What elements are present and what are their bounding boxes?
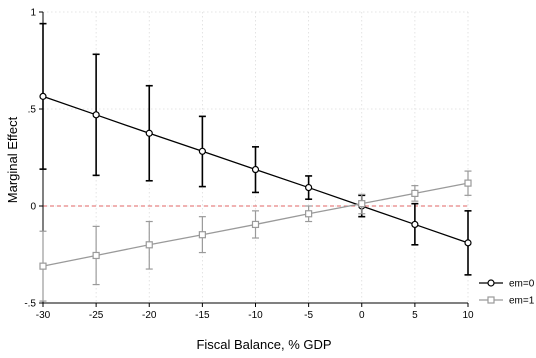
- data-point: [358, 200, 366, 208]
- y-tick-label: -.5: [24, 299, 36, 310]
- data-point: [198, 231, 206, 239]
- data-point: [145, 129, 153, 137]
- data-point: [251, 220, 260, 229]
- x-tick-label: 0: [359, 310, 365, 321]
- data-point: [145, 241, 153, 249]
- data-point: [305, 183, 313, 192]
- data-point: [92, 111, 100, 119]
- y-tick-label: 0: [30, 202, 36, 213]
- x-tick-label: 5: [412, 310, 418, 321]
- x-tick-label: -15: [195, 310, 210, 321]
- y-tick-label: 1: [30, 8, 36, 19]
- data-point: [251, 165, 260, 174]
- x-tick-label: -5: [304, 310, 313, 321]
- legend-marker: [487, 279, 495, 287]
- x-tick-label: -20: [142, 310, 157, 321]
- legend-group: em=0 em=1: [479, 279, 535, 307]
- axes-group: -30 -25 -20 -15 -10 -5 0 5 10 -.5 0 .5 1: [24, 8, 474, 322]
- data-point: [411, 189, 419, 197]
- data-point: [198, 147, 206, 155]
- x-tick-label: -25: [89, 310, 104, 321]
- data-point: [92, 251, 100, 260]
- series-group: [39, 22, 472, 302]
- data-point: [464, 239, 472, 247]
- x-tick-label: -30: [36, 310, 51, 321]
- data-point: [39, 262, 47, 270]
- legend-marker: [487, 296, 495, 304]
- x-axis-title: Fiscal Balance, % GDP: [196, 337, 331, 352]
- data-point: [411, 220, 419, 229]
- series-em=1: [39, 170, 472, 302]
- data-point: [305, 210, 313, 218]
- data-point: [39, 92, 47, 100]
- legend-label: em=1: [509, 296, 535, 307]
- y-axis-title: Marginal Effect: [5, 116, 20, 203]
- series-em=0: [39, 22, 472, 276]
- x-tick-label: -10: [248, 310, 263, 321]
- data-point: [464, 179, 472, 187]
- x-tick-label: 10: [462, 310, 474, 321]
- y-tick-label: .5: [28, 105, 37, 116]
- legend-label: em=0: [509, 279, 535, 290]
